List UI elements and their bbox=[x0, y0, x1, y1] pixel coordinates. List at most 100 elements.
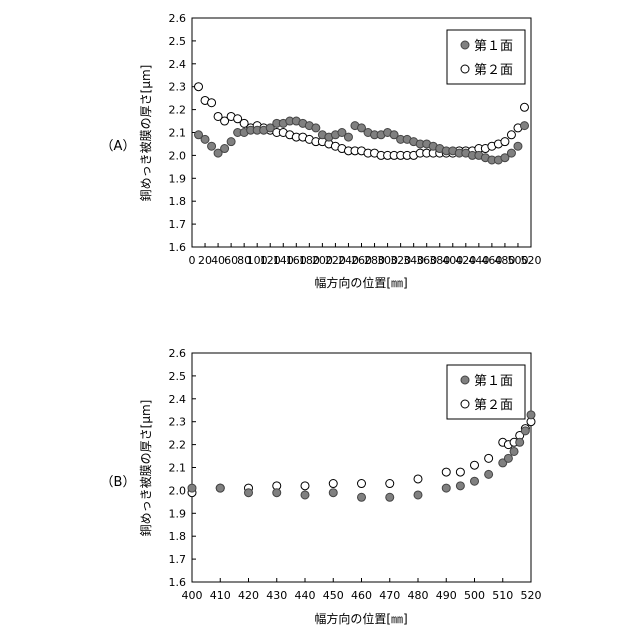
legend: 第１面第２面 bbox=[447, 365, 525, 419]
data-point bbox=[329, 489, 337, 497]
x-tick-label: 430 bbox=[266, 589, 287, 602]
legend-label: 第２面 bbox=[474, 63, 513, 78]
legend: 第１面第２面 bbox=[447, 30, 525, 84]
x-tick-label: 460 bbox=[351, 589, 372, 602]
data-point bbox=[358, 480, 366, 488]
x-tick-label: 490 bbox=[436, 589, 457, 602]
data-point bbox=[273, 489, 281, 497]
legend-marker bbox=[461, 376, 469, 384]
y-tick-label: 2.1 bbox=[169, 127, 187, 140]
data-point bbox=[201, 135, 209, 143]
y-tick-label: 2.6 bbox=[169, 347, 187, 360]
y-tick-label: 1.9 bbox=[169, 172, 187, 185]
data-point bbox=[510, 447, 518, 455]
y-tick-label: 1.9 bbox=[169, 507, 187, 520]
data-point bbox=[514, 142, 522, 150]
data-point bbox=[329, 480, 337, 488]
x-tick-label: 440 bbox=[295, 589, 316, 602]
y-tick-label: 2.6 bbox=[169, 12, 187, 25]
data-point bbox=[245, 489, 253, 497]
y-tick-label: 1.6 bbox=[169, 241, 187, 254]
data-point bbox=[227, 138, 235, 146]
data-point bbox=[414, 491, 422, 499]
x-tick-label: 400 bbox=[182, 589, 203, 602]
data-point bbox=[527, 411, 535, 419]
data-point bbox=[358, 493, 366, 501]
data-point bbox=[344, 133, 352, 141]
series-surface-2 bbox=[195, 83, 529, 160]
y-axis-label: 銅めっき被膜の厚さ[μm] bbox=[139, 400, 153, 537]
data-point bbox=[414, 475, 422, 483]
x-tick-label: 410 bbox=[210, 589, 231, 602]
x-tick-label: 60 bbox=[224, 254, 238, 267]
panel-label: （B） bbox=[101, 475, 136, 490]
x-tick-label: 480 bbox=[408, 589, 429, 602]
x-tick-label: 510 bbox=[492, 589, 513, 602]
x-axis-label: 幅方向の位置[㎜] bbox=[314, 275, 407, 290]
data-point bbox=[442, 468, 450, 476]
y-tick-label: 1.7 bbox=[169, 553, 187, 566]
y-tick-label: 2.5 bbox=[169, 370, 187, 383]
data-point bbox=[208, 99, 216, 107]
y-tick-label: 2.2 bbox=[169, 439, 187, 452]
data-point bbox=[312, 124, 320, 132]
legend-label: 第１面 bbox=[474, 374, 513, 389]
data-point bbox=[456, 468, 464, 476]
data-point bbox=[208, 142, 216, 150]
y-tick-label: 1.8 bbox=[169, 530, 187, 543]
panel-label: （A） bbox=[101, 139, 136, 154]
x-tick-label: 470 bbox=[379, 589, 400, 602]
x-tick-label: 500 bbox=[464, 589, 485, 602]
y-tick-label: 2.1 bbox=[169, 462, 187, 475]
x-axis-label: 幅方向の位置[㎜] bbox=[314, 611, 407, 626]
data-point bbox=[188, 484, 196, 492]
y-tick-label: 1.6 bbox=[169, 576, 187, 589]
data-point bbox=[301, 491, 309, 499]
y-tick-label: 2.3 bbox=[169, 416, 187, 429]
data-point bbox=[442, 484, 450, 492]
x-tick-label: 520 bbox=[521, 254, 542, 267]
data-point bbox=[471, 461, 479, 469]
x-tick-label: 450 bbox=[323, 589, 344, 602]
legend-marker bbox=[461, 41, 469, 49]
x-tick-label: 20 bbox=[198, 254, 212, 267]
series-surface-2 bbox=[188, 418, 535, 497]
x-tick-label: 40 bbox=[211, 254, 225, 267]
chart-panel-b: 1.6 1.7 1.8 1.9 2.0 2.1 2.2 2.3 2.4 2.5 2.6 400 410 4… bbox=[101, 347, 542, 626]
legend-label: 第１面 bbox=[474, 39, 513, 54]
data-point bbox=[501, 138, 509, 146]
data-point bbox=[221, 145, 229, 153]
data-point bbox=[485, 454, 493, 462]
y-tick-label: 2.2 bbox=[169, 104, 187, 117]
x-tick-label: 0 bbox=[189, 254, 196, 267]
y-tick-label: 1.7 bbox=[169, 218, 187, 231]
x-tick-label: 420 bbox=[238, 589, 259, 602]
data-point bbox=[507, 131, 515, 139]
data-point bbox=[301, 482, 309, 490]
data-point bbox=[216, 484, 224, 492]
x-tick-label: 520 bbox=[521, 589, 542, 602]
y-tick-label: 2.4 bbox=[169, 58, 187, 71]
y-tick-label: 2.3 bbox=[169, 81, 187, 94]
data-point bbox=[507, 149, 515, 157]
y-tick-label: 1.8 bbox=[169, 195, 187, 208]
y-tick-label: 2.0 bbox=[169, 149, 187, 162]
data-point bbox=[195, 83, 203, 91]
chart-panel-a: 1.6 1.7 1.8 1.9 2.0 2.1 2.2 2.3 2.4 2.5 2.6 0204060… bbox=[101, 12, 542, 290]
y-tick-label: 2.4 bbox=[169, 393, 187, 406]
data-point bbox=[520, 103, 528, 111]
y-tick-label: 2.0 bbox=[169, 484, 187, 497]
data-point bbox=[456, 482, 464, 490]
data-point bbox=[471, 477, 479, 485]
data-point bbox=[521, 427, 529, 435]
y-axis-label: 銅めっき被膜の厚さ[μm] bbox=[139, 65, 153, 202]
data-point bbox=[520, 122, 528, 130]
data-point bbox=[386, 493, 394, 501]
legend-marker bbox=[461, 65, 469, 73]
data-point bbox=[386, 480, 394, 488]
legend-marker bbox=[461, 400, 469, 408]
y-tick-label: 2.5 bbox=[169, 35, 187, 48]
data-point bbox=[516, 438, 524, 446]
data-point bbox=[504, 454, 512, 462]
